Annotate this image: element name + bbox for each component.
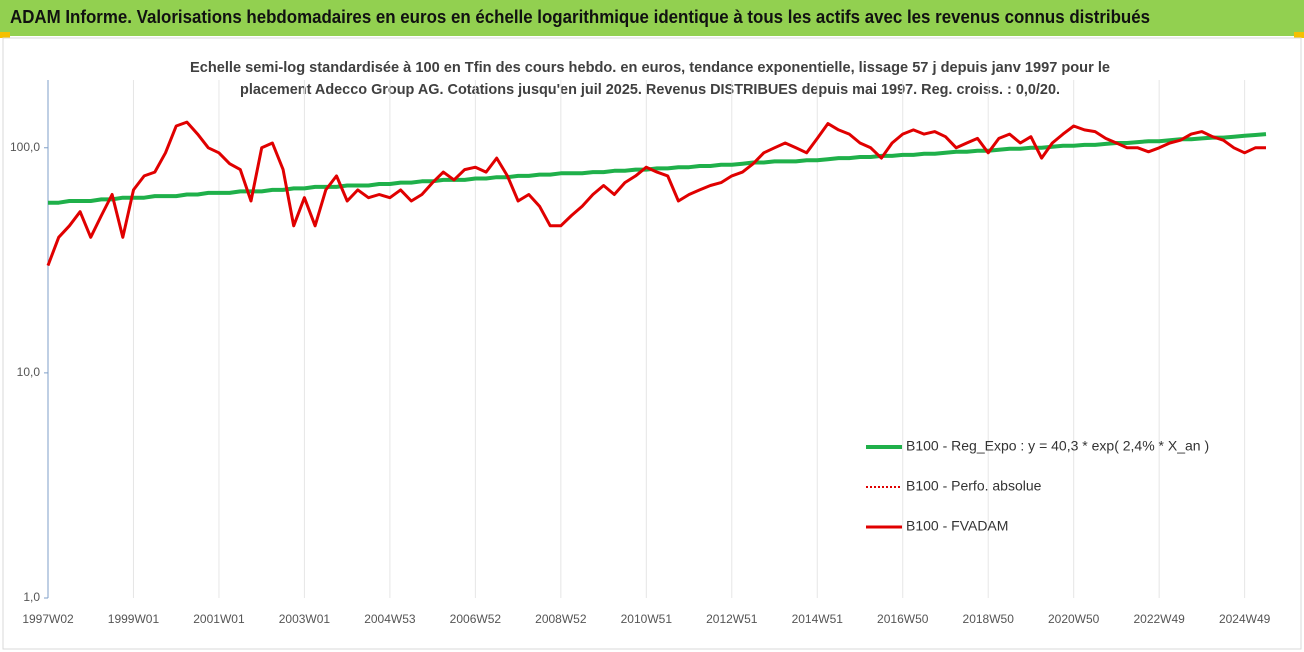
legend-label: B100 - Perfo. absolue — [906, 478, 1042, 494]
chart-subtitle: Echelle semi-log standardisée à 100 en T… — [190, 59, 1110, 76]
x-tick-label: 2010W51 — [621, 612, 673, 626]
series-line — [46, 120, 1266, 267]
x-tick-label: 2003W01 — [279, 612, 331, 626]
chart-subtitle: placement Adecco Group AG. Cotations jus… — [240, 81, 1060, 98]
legend-label: B100 - Reg_Expo : y = 40,3 * exp( 2,4% *… — [906, 438, 1209, 454]
x-tick-label: 2022W49 — [1133, 612, 1185, 626]
corner — [1294, 32, 1304, 38]
x-tick-label: 1997W02 — [22, 612, 74, 626]
x-tick-label: 2001W01 — [193, 612, 245, 626]
x-tick-label: 1999W01 — [108, 612, 160, 626]
x-tick-label: 2004W53 — [364, 612, 416, 626]
chart-title: ADAM Informe. Valorisations hebdomadaire… — [10, 7, 1150, 27]
x-tick-label: 2016W50 — [877, 612, 929, 626]
y-tick-label: 1,0 — [23, 590, 40, 604]
x-tick-label: 2020W50 — [1048, 612, 1100, 626]
x-tick-label: 2012W51 — [706, 612, 758, 626]
y-tick-label: 100,0 — [10, 140, 40, 154]
x-tick-label: 2014W51 — [792, 612, 844, 626]
series-line — [48, 132, 1267, 205]
x-tick-label: 2006W52 — [450, 612, 502, 626]
title-banner — [0, 0, 1304, 36]
x-tick-label: 2008W52 — [535, 612, 587, 626]
chart-border — [2, 37, 1302, 650]
legend-label: B100 - FVADAM — [906, 518, 1008, 534]
y-tick-label: 10,0 — [17, 365, 41, 379]
x-tick-label: 2024W49 — [1219, 612, 1271, 626]
corner — [0, 32, 10, 38]
x-tick-label: 2018W50 — [963, 612, 1015, 626]
